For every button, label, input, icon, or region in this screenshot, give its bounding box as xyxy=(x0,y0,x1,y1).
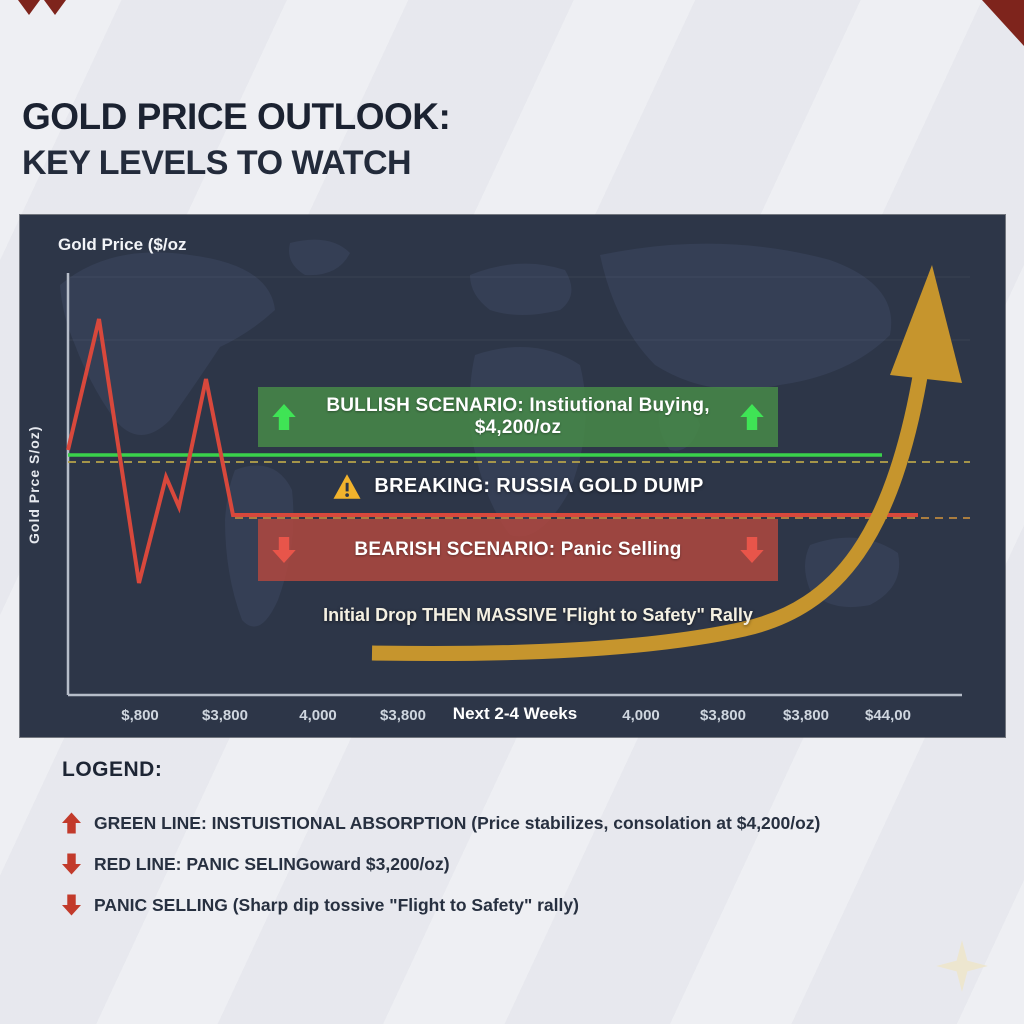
legend-item-text: PANIC SELLING (Sharp dip tossive "Flight… xyxy=(94,894,579,915)
red-down-arrow-icon xyxy=(272,537,296,563)
x-tick-label: $44,00 xyxy=(865,707,911,724)
page-title-line1: GOLD PRICE OUTLOOK: xyxy=(22,96,451,137)
red-down-arrow-icon xyxy=(62,853,81,875)
bullish-banner: BULLISH SCENARIO: Instiutional Buying, $… xyxy=(258,387,778,447)
x-tick-label: 4,000 xyxy=(622,707,660,724)
breaking-news-row: BREAKING: RUSSIA GOLD DUMP xyxy=(258,463,778,509)
legend-item-text: RED LINE: PANIC SELINGoward $3,200/oz) xyxy=(94,853,450,874)
breaking-news-label: BREAKING: RUSSIA GOLD DUMP xyxy=(374,474,704,497)
x-tick-label: $,800 xyxy=(121,707,159,724)
x-tick-label: $3,800 xyxy=(700,707,746,724)
x-tick-label: $3,800 xyxy=(783,707,829,724)
red-price-line xyxy=(66,318,918,584)
green-up-arrow-icon xyxy=(740,404,764,430)
bearish-banner: BEARISH SCENARIO: Panic Selling xyxy=(258,519,778,581)
legend-item-red-line: RED LINE: PANIC SELINGoward $3,200/oz) xyxy=(62,853,450,875)
corner-decoration-top-left-1 xyxy=(18,0,40,15)
warning-icon xyxy=(333,473,361,499)
corner-decoration-top-right xyxy=(982,0,1024,46)
red-down-arrow-icon xyxy=(62,894,81,916)
chart-panel: Gold Price ($/oz Gold Prce S/oz) BULLISH… xyxy=(20,215,1005,737)
x-tick-label: 4,000 xyxy=(299,707,337,724)
legend-item-green-line: GREEN LINE: INSTUISTIONAL ABSORPTION (Pr… xyxy=(62,812,820,834)
corner-decoration-top-left-2 xyxy=(44,0,66,15)
legend-heading: LOGEND: xyxy=(62,758,163,781)
legend-item-text: GREEN LINE: INSTUISTIONAL ABSORPTION (Pr… xyxy=(94,812,821,833)
green-up-arrow-icon xyxy=(272,404,296,430)
rally-annotation: Initial Drop THEN MASSIVE 'Flight to Saf… xyxy=(323,605,753,625)
bearish-banner-label: BEARISH SCENARIO: Panic Selling xyxy=(354,539,682,560)
x-tick-label: $3,800 xyxy=(202,707,248,724)
page-title-line2: KEY LEVELS TO WATCH xyxy=(22,144,412,182)
y-axis-top-label: Gold Price ($/oz xyxy=(58,235,187,254)
x-axis-title: Next 2-4 Weeks xyxy=(452,704,578,723)
x-tick-label: $3,800 xyxy=(380,707,426,724)
red-down-arrow-icon xyxy=(740,537,764,563)
y-axis-side-label: Gold Prce S/oz) xyxy=(26,425,42,545)
gold-rally-curve xyxy=(371,363,930,662)
legend-item-panic-selling: PANIC SELLING (Sharp dip tossive "Flight… xyxy=(62,894,579,916)
sparkle-icon xyxy=(936,940,988,992)
gridlines xyxy=(68,276,970,341)
red-up-arrow-icon xyxy=(62,812,81,834)
gold-arrowhead xyxy=(890,265,962,383)
bullish-banner-label: BULLISH SCENARIO: Instiutional Buying, $… xyxy=(326,395,710,438)
